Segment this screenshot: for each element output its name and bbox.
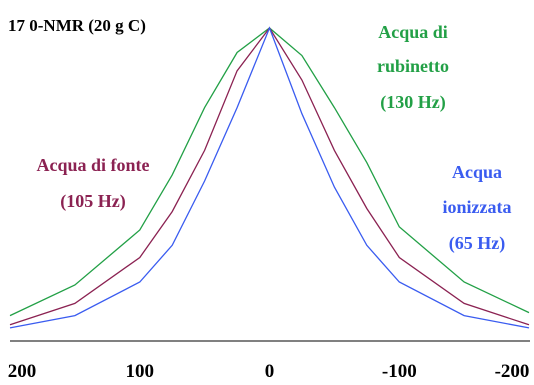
label-fonte-width: (105 Hz) [60, 191, 125, 212]
label-rubinetto-line1: Acqua di [378, 22, 448, 42]
chart-title: 17 0-NMR (20 g C) [8, 16, 146, 35]
x-tick-label: 100 [126, 361, 155, 382]
label-rubinetto-line2: rubinetto [377, 56, 449, 76]
label-ionizzata-line2: ionizzata [443, 197, 512, 217]
x-tick-label: -100 [382, 361, 417, 382]
label-fonte-name: Acqua di fonte [36, 155, 149, 175]
label-ionizzata-width: (65 Hz) [449, 233, 505, 254]
label-ionizzata-line1: Acqua [452, 162, 502, 182]
series-lines [9, 26, 530, 329]
x-tick-label: 200 [8, 361, 37, 382]
x-tick-label: -200 [495, 361, 530, 382]
series-line-2 [9, 26, 530, 329]
x-tick-labels: 200 100 0 -100 -200 [8, 361, 530, 382]
x-tick-label: 0 [265, 361, 275, 382]
label-rubinetto-width: (130 Hz) [380, 92, 445, 113]
